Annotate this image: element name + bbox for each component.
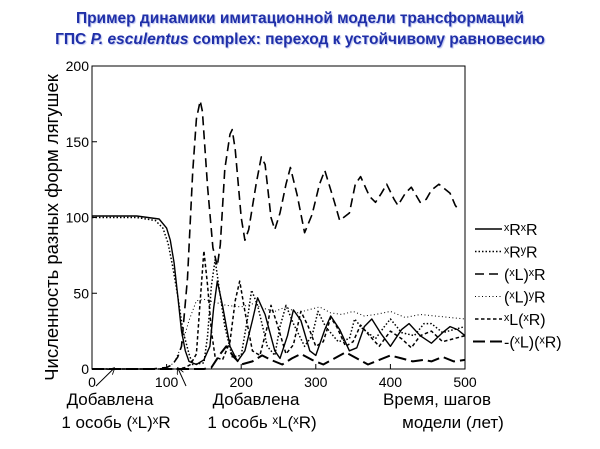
annotation-line1-1: Добавлена xyxy=(67,390,154,409)
title-suffix: complex: переход к устойчивому равновеси… xyxy=(188,31,545,48)
legend-label-3: (ˣL)ˣR xyxy=(504,267,546,284)
legend-label-5: ˣL(ˣR) xyxy=(504,312,546,329)
legend-label-2: ˣRʸR xyxy=(504,245,538,262)
series-line-4 xyxy=(92,298,466,370)
y-tick-label: 50 xyxy=(73,285,89,301)
x-axis-label-line2: модели (лет) xyxy=(402,413,504,432)
legend-label-6: -(ˣL)(ˣR) xyxy=(504,335,562,352)
title-prefix: ГПС xyxy=(55,31,91,48)
axis-ticks: 0 100 200 300 400 500 0 50 100 150 200 xyxy=(66,58,477,390)
x-tick-label: 300 xyxy=(304,374,328,390)
y-tick-label: 200 xyxy=(66,58,90,74)
y-tick-label: 150 xyxy=(66,134,90,150)
x-tick-label: 400 xyxy=(379,374,403,390)
x-tick-label: 100 xyxy=(155,374,179,390)
legend: ˣRˣR ˣRʸR (ˣL)ˣR (ˣL)ʸR ˣL(ˣR) -(ˣL)(ˣR) xyxy=(473,222,562,352)
annotations: Добавлена 1 особь (ˣL)ˣR Добавлена 1 особь … xyxy=(61,368,317,432)
series-layer xyxy=(92,100,466,370)
annotation-line2-2: 1 особь ˣL(ˣR) xyxy=(207,413,316,432)
legend-label-4: (ˣL)ʸR xyxy=(504,290,546,307)
annotation-line1-2: Добавлена xyxy=(213,390,300,409)
annotation-arrow-1 xyxy=(95,368,114,387)
series-line-1 xyxy=(92,215,466,366)
annotation-arrow-2 xyxy=(178,368,187,387)
x-tick-label: 200 xyxy=(230,374,254,390)
annotation-line2-1: 1 особь (ˣL)ˣR xyxy=(61,413,170,432)
x-tick-label: 0 xyxy=(88,374,96,390)
series-line-2 xyxy=(92,216,466,366)
series-line-6 xyxy=(92,345,466,370)
title-italic-species: P. esculentus xyxy=(90,31,189,48)
series-line-3 xyxy=(92,100,459,370)
plot-frame xyxy=(91,65,466,370)
y-tick-label: 100 xyxy=(66,210,90,226)
x-axis-label-line1: Время, шагов xyxy=(383,390,491,409)
x-tick-label: 500 xyxy=(453,374,477,390)
y-tick-label: 0 xyxy=(81,361,89,377)
y-axis-label: Численность разных форм лягушек xyxy=(41,73,62,381)
chart-title-line1: Пример динамики имитационной модели тран… xyxy=(75,10,525,27)
chart-title-line2: ГПС P. esculentus complex: переход к уст… xyxy=(0,31,600,49)
legend-label-1: ˣRˣR xyxy=(504,222,538,239)
